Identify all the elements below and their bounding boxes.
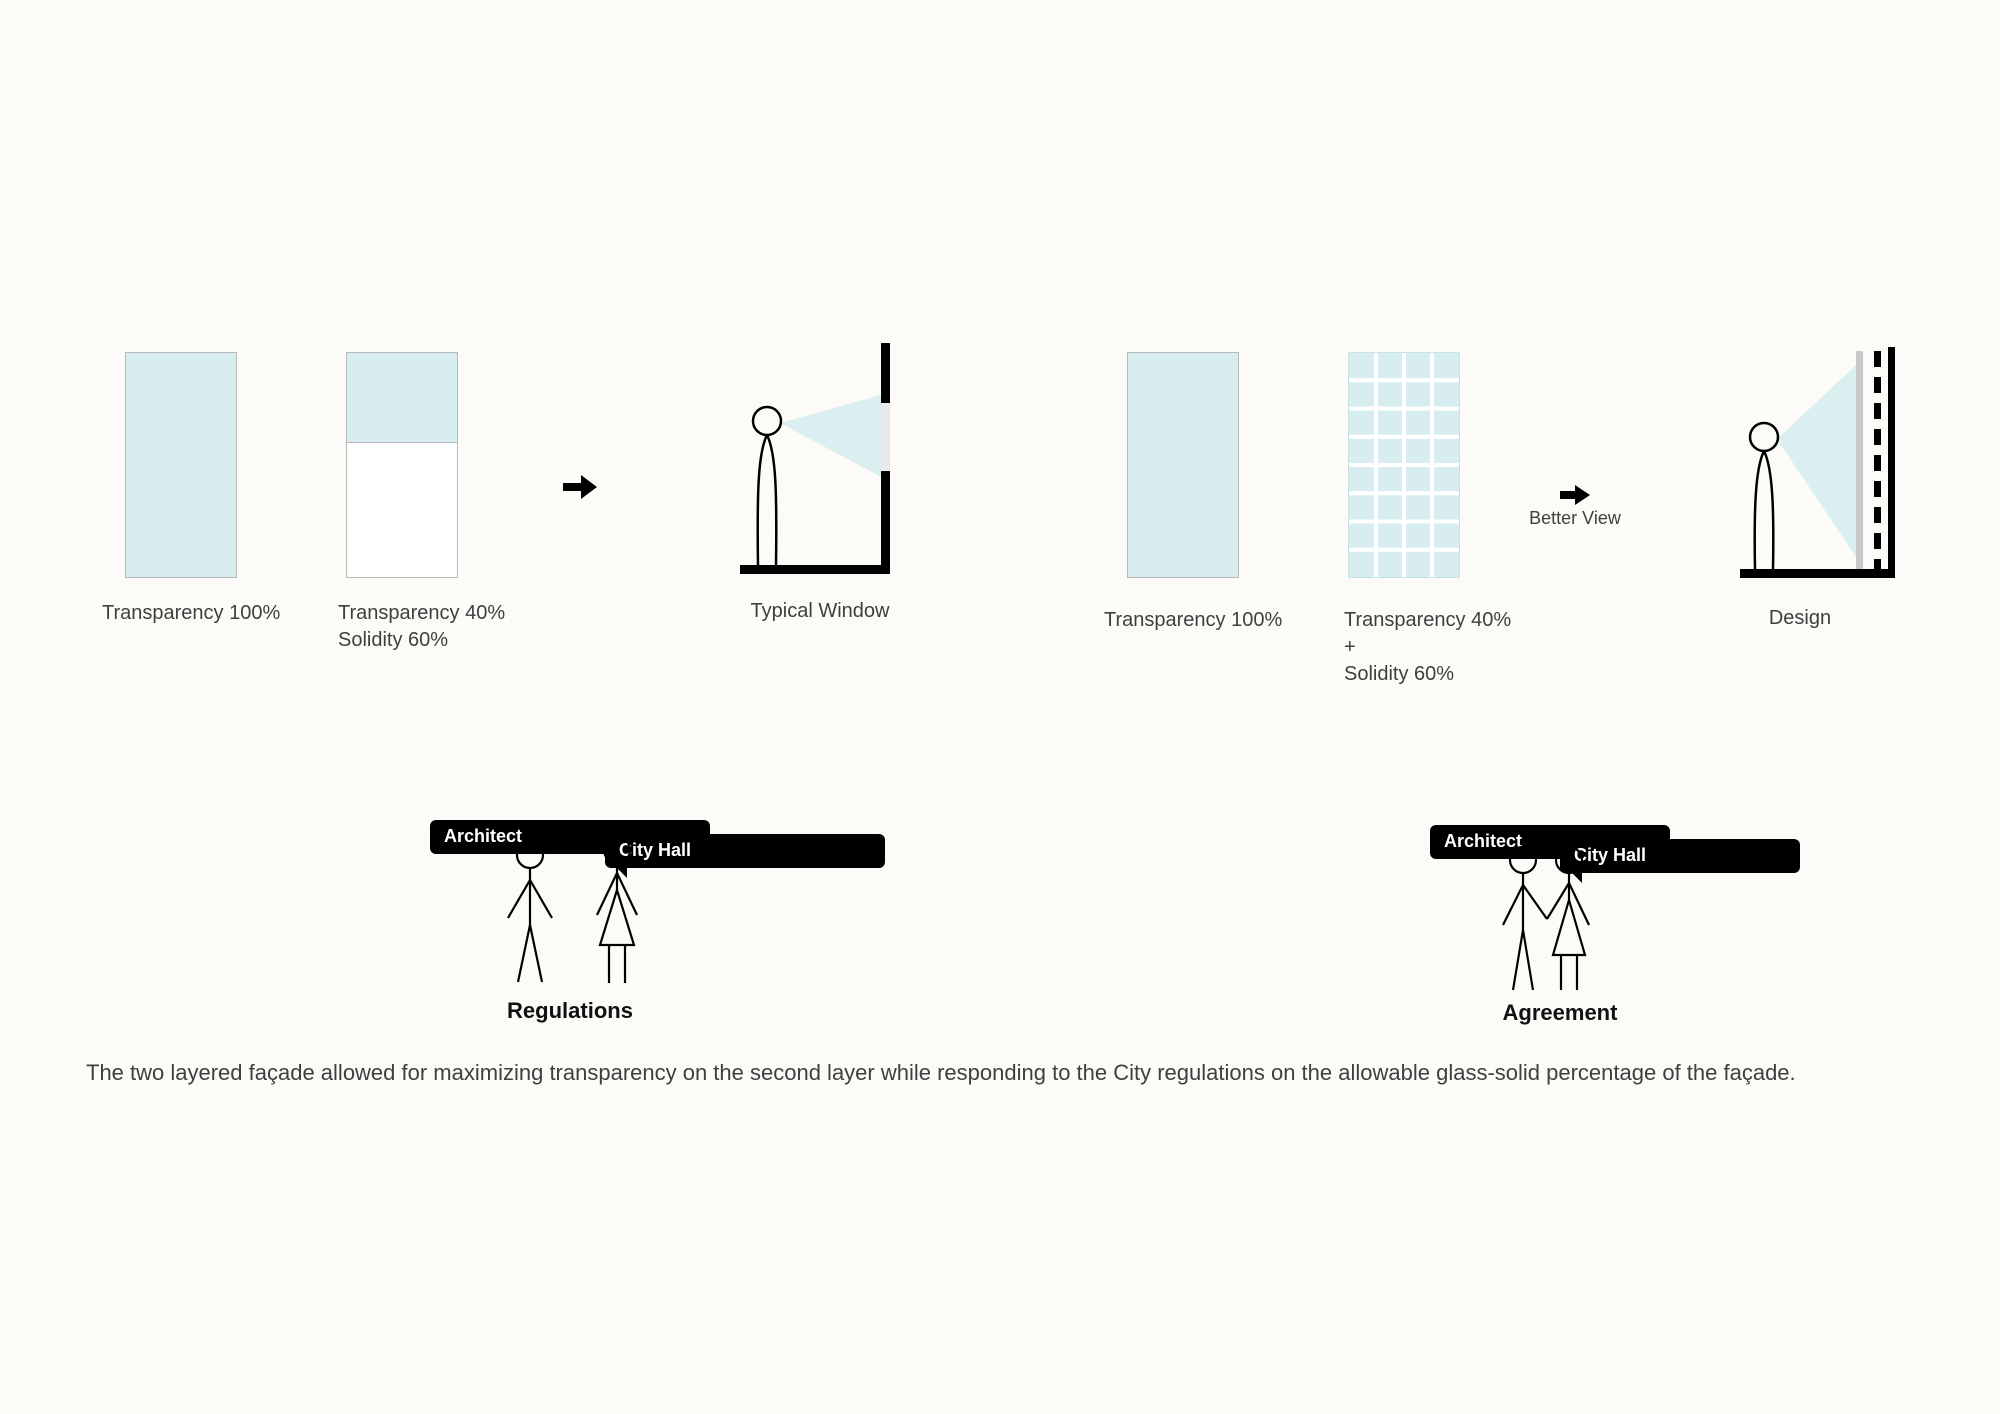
section2-label: Design <box>1740 607 1860 630</box>
panel-transparency-100-left <box>125 352 237 578</box>
stick-figure-cityhall <box>585 835 649 985</box>
panel2-label-line2: Solidity 60% <box>338 629 448 651</box>
panel-transparency-40-solidity-60 <box>346 352 458 578</box>
panel4-label: Transparency 40% + Solidity 60% <box>1344 607 1604 688</box>
panel-transparency-40-plus-solidity-60 <box>1348 352 1460 578</box>
regulations-group: Architect City Hall <box>430 795 710 1025</box>
panel4-label-line1: Transparency 40% <box>1344 609 1511 631</box>
panel-transparency-100-right <box>1127 352 1239 578</box>
section-typical-window <box>740 343 900 578</box>
arrow-icon <box>563 475 597 499</box>
panel4-label-line3: Solidity 60% <box>1344 663 1454 685</box>
arrow2-sublabel: Better View <box>1520 508 1630 529</box>
panel2-label: Transparency 40% Solidity 60% <box>338 600 598 654</box>
agreement-caption: Agreement <box>1440 1000 1680 1026</box>
panel3-label: Transparency 100% <box>1104 607 1324 634</box>
panel2-label-line1: Transparency 40% <box>338 602 505 624</box>
stick-figure-architect <box>500 840 560 985</box>
footer-caption: The two layered façade allowed for maxim… <box>86 1060 1906 1086</box>
regulations-caption: Regulations <box>430 998 710 1024</box>
arrow-icon <box>1560 485 1590 505</box>
agreement-group: Architect City Hall <box>1430 800 1670 1030</box>
panel4-label-line2: + <box>1344 636 1356 658</box>
section-design <box>1740 347 1900 582</box>
stick-figure-pair <box>1495 845 1605 995</box>
section1-label: Typical Window <box>740 600 900 623</box>
diagram-stage: Transparency 100% Transparency 40% Solid… <box>0 0 2000 1414</box>
panel1-label: Transparency 100% <box>102 600 302 627</box>
